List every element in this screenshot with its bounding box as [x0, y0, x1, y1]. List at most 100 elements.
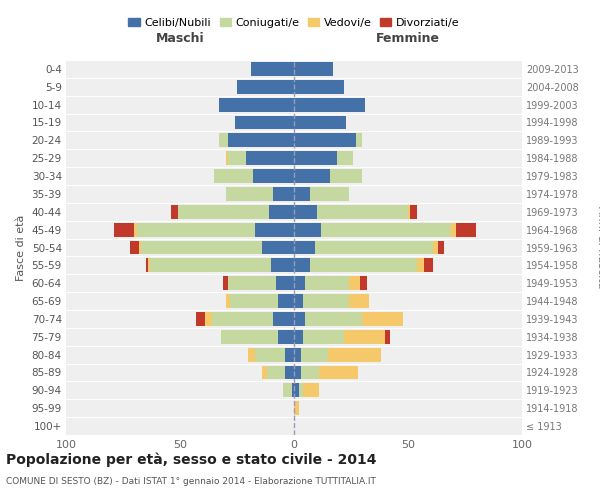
Bar: [137, 222, 255, 236]
Bar: [322, 222, 451, 236]
Bar: [294, 384, 299, 398]
Bar: [255, 222, 294, 236]
Bar: [328, 348, 380, 362]
Bar: [303, 330, 344, 344]
Bar: [305, 276, 349, 290]
Bar: [226, 294, 230, 308]
Bar: [262, 240, 294, 254]
Bar: [248, 348, 255, 362]
Bar: [294, 330, 303, 344]
Text: Maschi: Maschi: [155, 32, 205, 45]
Bar: [114, 222, 134, 236]
Bar: [294, 401, 299, 415]
Bar: [223, 276, 228, 290]
Bar: [331, 169, 362, 183]
Bar: [451, 222, 456, 236]
Bar: [212, 312, 274, 326]
Bar: [301, 366, 319, 380]
Bar: [139, 240, 141, 254]
Bar: [294, 294, 303, 308]
Bar: [294, 134, 356, 147]
Bar: [294, 276, 305, 290]
Bar: [283, 384, 292, 398]
Bar: [314, 240, 433, 254]
Bar: [317, 205, 408, 219]
Bar: [171, 205, 178, 219]
Bar: [219, 98, 294, 112]
Bar: [294, 98, 365, 112]
Bar: [433, 240, 437, 254]
Bar: [362, 312, 403, 326]
Legend: Celibi/Nubili, Coniugati/e, Vedovi/e, Divorziati/e: Celibi/Nubili, Coniugati/e, Vedovi/e, Di…: [124, 13, 464, 32]
Bar: [299, 384, 303, 398]
Bar: [301, 348, 328, 362]
Text: Femmine: Femmine: [376, 32, 440, 45]
Bar: [262, 366, 266, 380]
Bar: [292, 384, 294, 398]
Bar: [266, 366, 285, 380]
Y-axis label: Anni di nascita: Anni di nascita: [596, 206, 600, 289]
Bar: [408, 205, 410, 219]
Bar: [285, 348, 294, 362]
Bar: [349, 276, 360, 290]
Text: Popolazione per età, sesso e stato civile - 2014: Popolazione per età, sesso e stato civil…: [6, 452, 377, 467]
Bar: [294, 151, 337, 165]
Bar: [251, 62, 294, 76]
Bar: [294, 348, 301, 362]
Bar: [219, 134, 228, 147]
Bar: [294, 312, 305, 326]
Bar: [196, 312, 205, 326]
Bar: [319, 366, 358, 380]
Bar: [274, 187, 294, 201]
Bar: [226, 187, 274, 201]
Bar: [237, 80, 294, 94]
Bar: [305, 312, 362, 326]
Bar: [456, 222, 476, 236]
Bar: [410, 205, 417, 219]
Bar: [337, 151, 353, 165]
Bar: [228, 134, 294, 147]
Bar: [294, 240, 314, 254]
Bar: [246, 151, 294, 165]
Bar: [349, 294, 369, 308]
Bar: [141, 240, 262, 254]
Bar: [424, 258, 433, 272]
Text: COMUNE DI SESTO (BZ) - Dati ISTAT 1° gennaio 2014 - Elaborazione TUTTITALIA.IT: COMUNE DI SESTO (BZ) - Dati ISTAT 1° gen…: [6, 478, 376, 486]
Bar: [221, 330, 278, 344]
Bar: [235, 116, 294, 130]
Bar: [303, 294, 349, 308]
Bar: [255, 348, 285, 362]
Bar: [356, 134, 362, 147]
Bar: [294, 62, 333, 76]
Bar: [294, 258, 310, 272]
Bar: [130, 240, 139, 254]
Bar: [344, 330, 385, 344]
Bar: [274, 312, 294, 326]
Bar: [230, 294, 278, 308]
Bar: [294, 80, 344, 94]
Bar: [278, 330, 294, 344]
Bar: [276, 276, 294, 290]
Bar: [228, 151, 246, 165]
Bar: [294, 116, 346, 130]
Bar: [214, 169, 253, 183]
Bar: [285, 366, 294, 380]
Bar: [253, 169, 294, 183]
Bar: [294, 187, 310, 201]
Bar: [178, 205, 269, 219]
Bar: [151, 258, 271, 272]
Bar: [271, 258, 294, 272]
Bar: [385, 330, 390, 344]
Bar: [226, 151, 228, 165]
Bar: [278, 294, 294, 308]
Bar: [294, 366, 301, 380]
Bar: [228, 276, 276, 290]
Bar: [303, 384, 319, 398]
Bar: [294, 222, 322, 236]
Bar: [417, 258, 424, 272]
Bar: [294, 169, 331, 183]
Bar: [205, 312, 212, 326]
Bar: [146, 258, 148, 272]
Bar: [437, 240, 445, 254]
Bar: [310, 187, 349, 201]
